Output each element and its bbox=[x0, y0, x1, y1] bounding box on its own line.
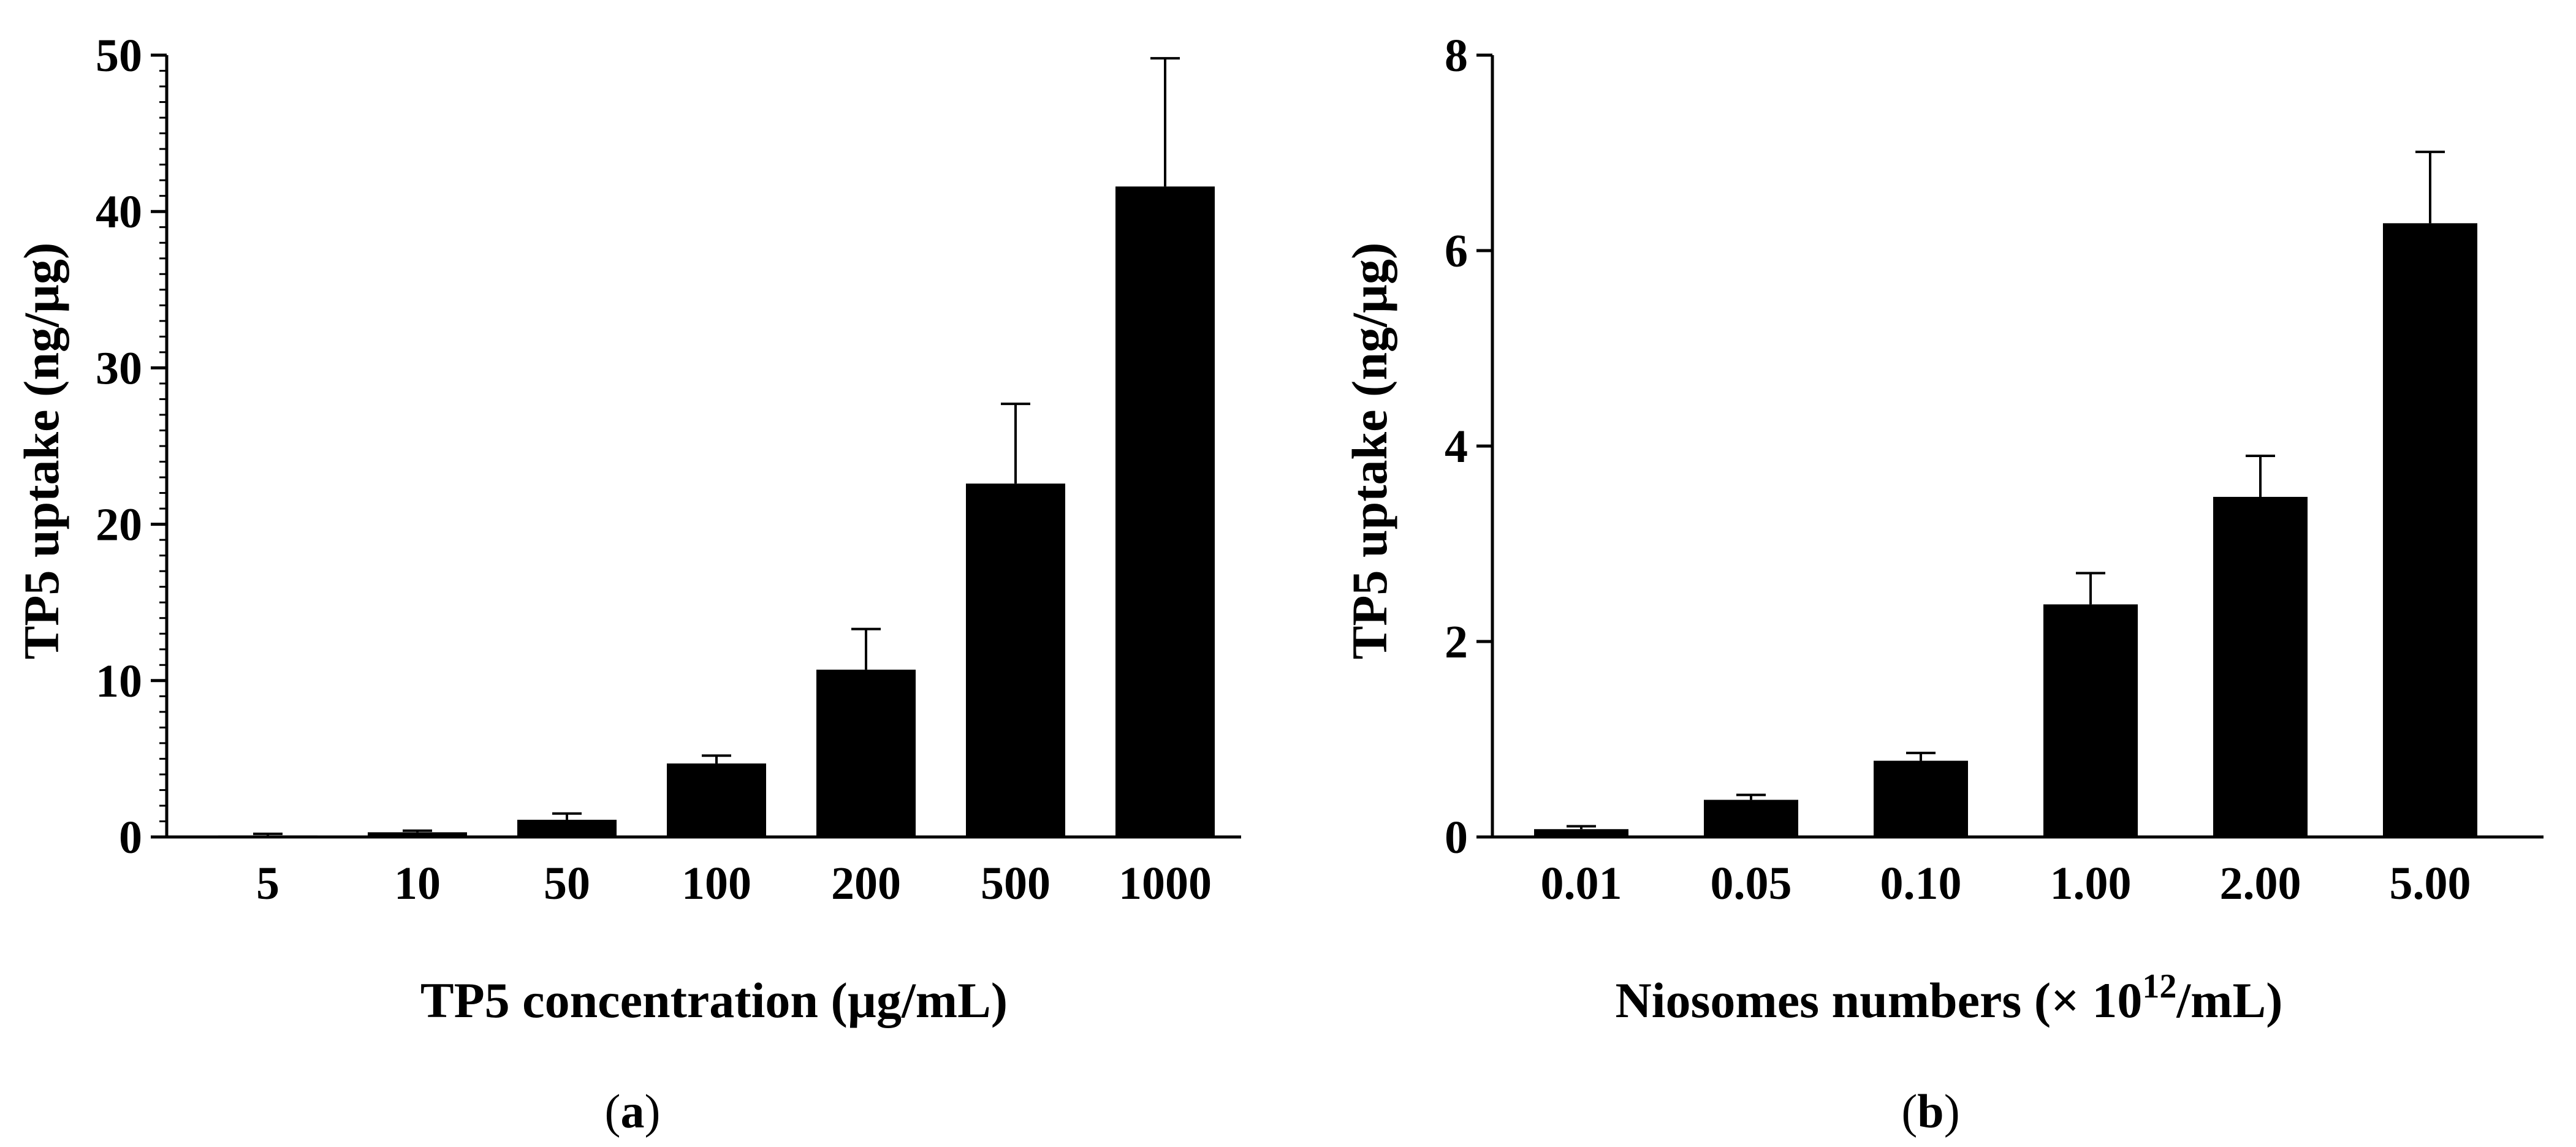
panel-b-y-tick-label: 8 bbox=[1445, 30, 1468, 81]
panel-b-y-tick-label: 6 bbox=[1445, 225, 1468, 277]
panel-a-x-axis-label: TP5 concentration (µg/mL) bbox=[420, 972, 1008, 1028]
panel-a-bar bbox=[218, 835, 317, 837]
panel-b-bar bbox=[2213, 496, 2308, 837]
panel-a-bar bbox=[966, 483, 1065, 837]
panel-a-x-tick-label: 200 bbox=[831, 858, 901, 909]
panel-a-y-tick-label: 30 bbox=[96, 343, 142, 394]
panel-b-x-tick-label: 0.01 bbox=[1541, 858, 1622, 909]
panel-b-x-tick-label: 2.00 bbox=[2220, 858, 2301, 909]
panel-b-y-tick-label: 0 bbox=[1445, 812, 1468, 863]
panel-b-bar bbox=[1874, 760, 1968, 837]
panel-a-subfigure-label: (a) bbox=[605, 1085, 661, 1138]
panel-a-y-tick-label: 50 bbox=[96, 30, 142, 81]
panel-a-marks: 0 10 20 30 40 50 5 10 50 100 200 500 1000 bbox=[96, 30, 1241, 909]
panel-a-bar bbox=[517, 819, 617, 837]
panel-a-bar bbox=[368, 832, 467, 837]
panel-b-x-tick-label: 1.00 bbox=[2050, 858, 2132, 909]
panel-a-bar bbox=[816, 669, 916, 837]
panel-b-y-tick-label: 4 bbox=[1445, 421, 1468, 472]
panel-a-y-tick-label: 10 bbox=[96, 656, 142, 707]
panel-b-bar bbox=[2043, 604, 2138, 837]
panel-a-x-tick-label: 5 bbox=[256, 858, 279, 909]
panel-b-x-tick-label: 0.05 bbox=[1711, 858, 1792, 909]
panel-b-x-axis-label: Niosomes numbers (× 1012/mL) bbox=[1616, 967, 2283, 1028]
panel-a-y-tick-label: 40 bbox=[96, 186, 142, 238]
panel-a-bar bbox=[667, 763, 766, 837]
panel-b-bar bbox=[2383, 223, 2477, 838]
panel-b: 0 2 4 6 8 0.01 0.05 0.10 1.00 2.00 5.00 TP5 uptake… bbox=[1342, 30, 2544, 1138]
panel-b-bar bbox=[1704, 800, 1798, 837]
panel-b-y-tick-label: 2 bbox=[1445, 616, 1468, 668]
panel-a: 0 10 20 30 40 50 5 10 50 100 200 500 1000 TP5 uptake… bbox=[13, 30, 1241, 1138]
panel-b-y-axis-label: TP5 uptake (ng/µg) bbox=[1342, 243, 1397, 660]
panel-b-bar bbox=[1534, 829, 1628, 837]
panel-a-x-tick-label: 50 bbox=[544, 858, 590, 909]
panel-b-marks: 0 2 4 6 8 0.01 0.05 0.10 1.00 2.00 5.00 bbox=[1445, 30, 2544, 909]
panel-a-x-tick-label: 1000 bbox=[1119, 858, 1212, 909]
panel-a-x-tick-label: 10 bbox=[394, 858, 441, 909]
panel-a-x-tick-label: 100 bbox=[682, 858, 751, 909]
panel-a-x-tick-label: 500 bbox=[981, 858, 1051, 909]
panel-b-x-tick-label: 0.10 bbox=[1880, 858, 1962, 909]
panel-a-y-tick-label: 20 bbox=[96, 499, 142, 551]
panel-b-subfigure-label: (b) bbox=[1901, 1085, 1959, 1138]
panel-b-x-tick-label: 5.00 bbox=[2390, 858, 2471, 909]
panel-a-y-tick-label: 0 bbox=[119, 812, 142, 863]
panel-a-y-axis-label: TP5 uptake (ng/µg) bbox=[13, 243, 69, 660]
panel-a-bar bbox=[1115, 186, 1215, 837]
